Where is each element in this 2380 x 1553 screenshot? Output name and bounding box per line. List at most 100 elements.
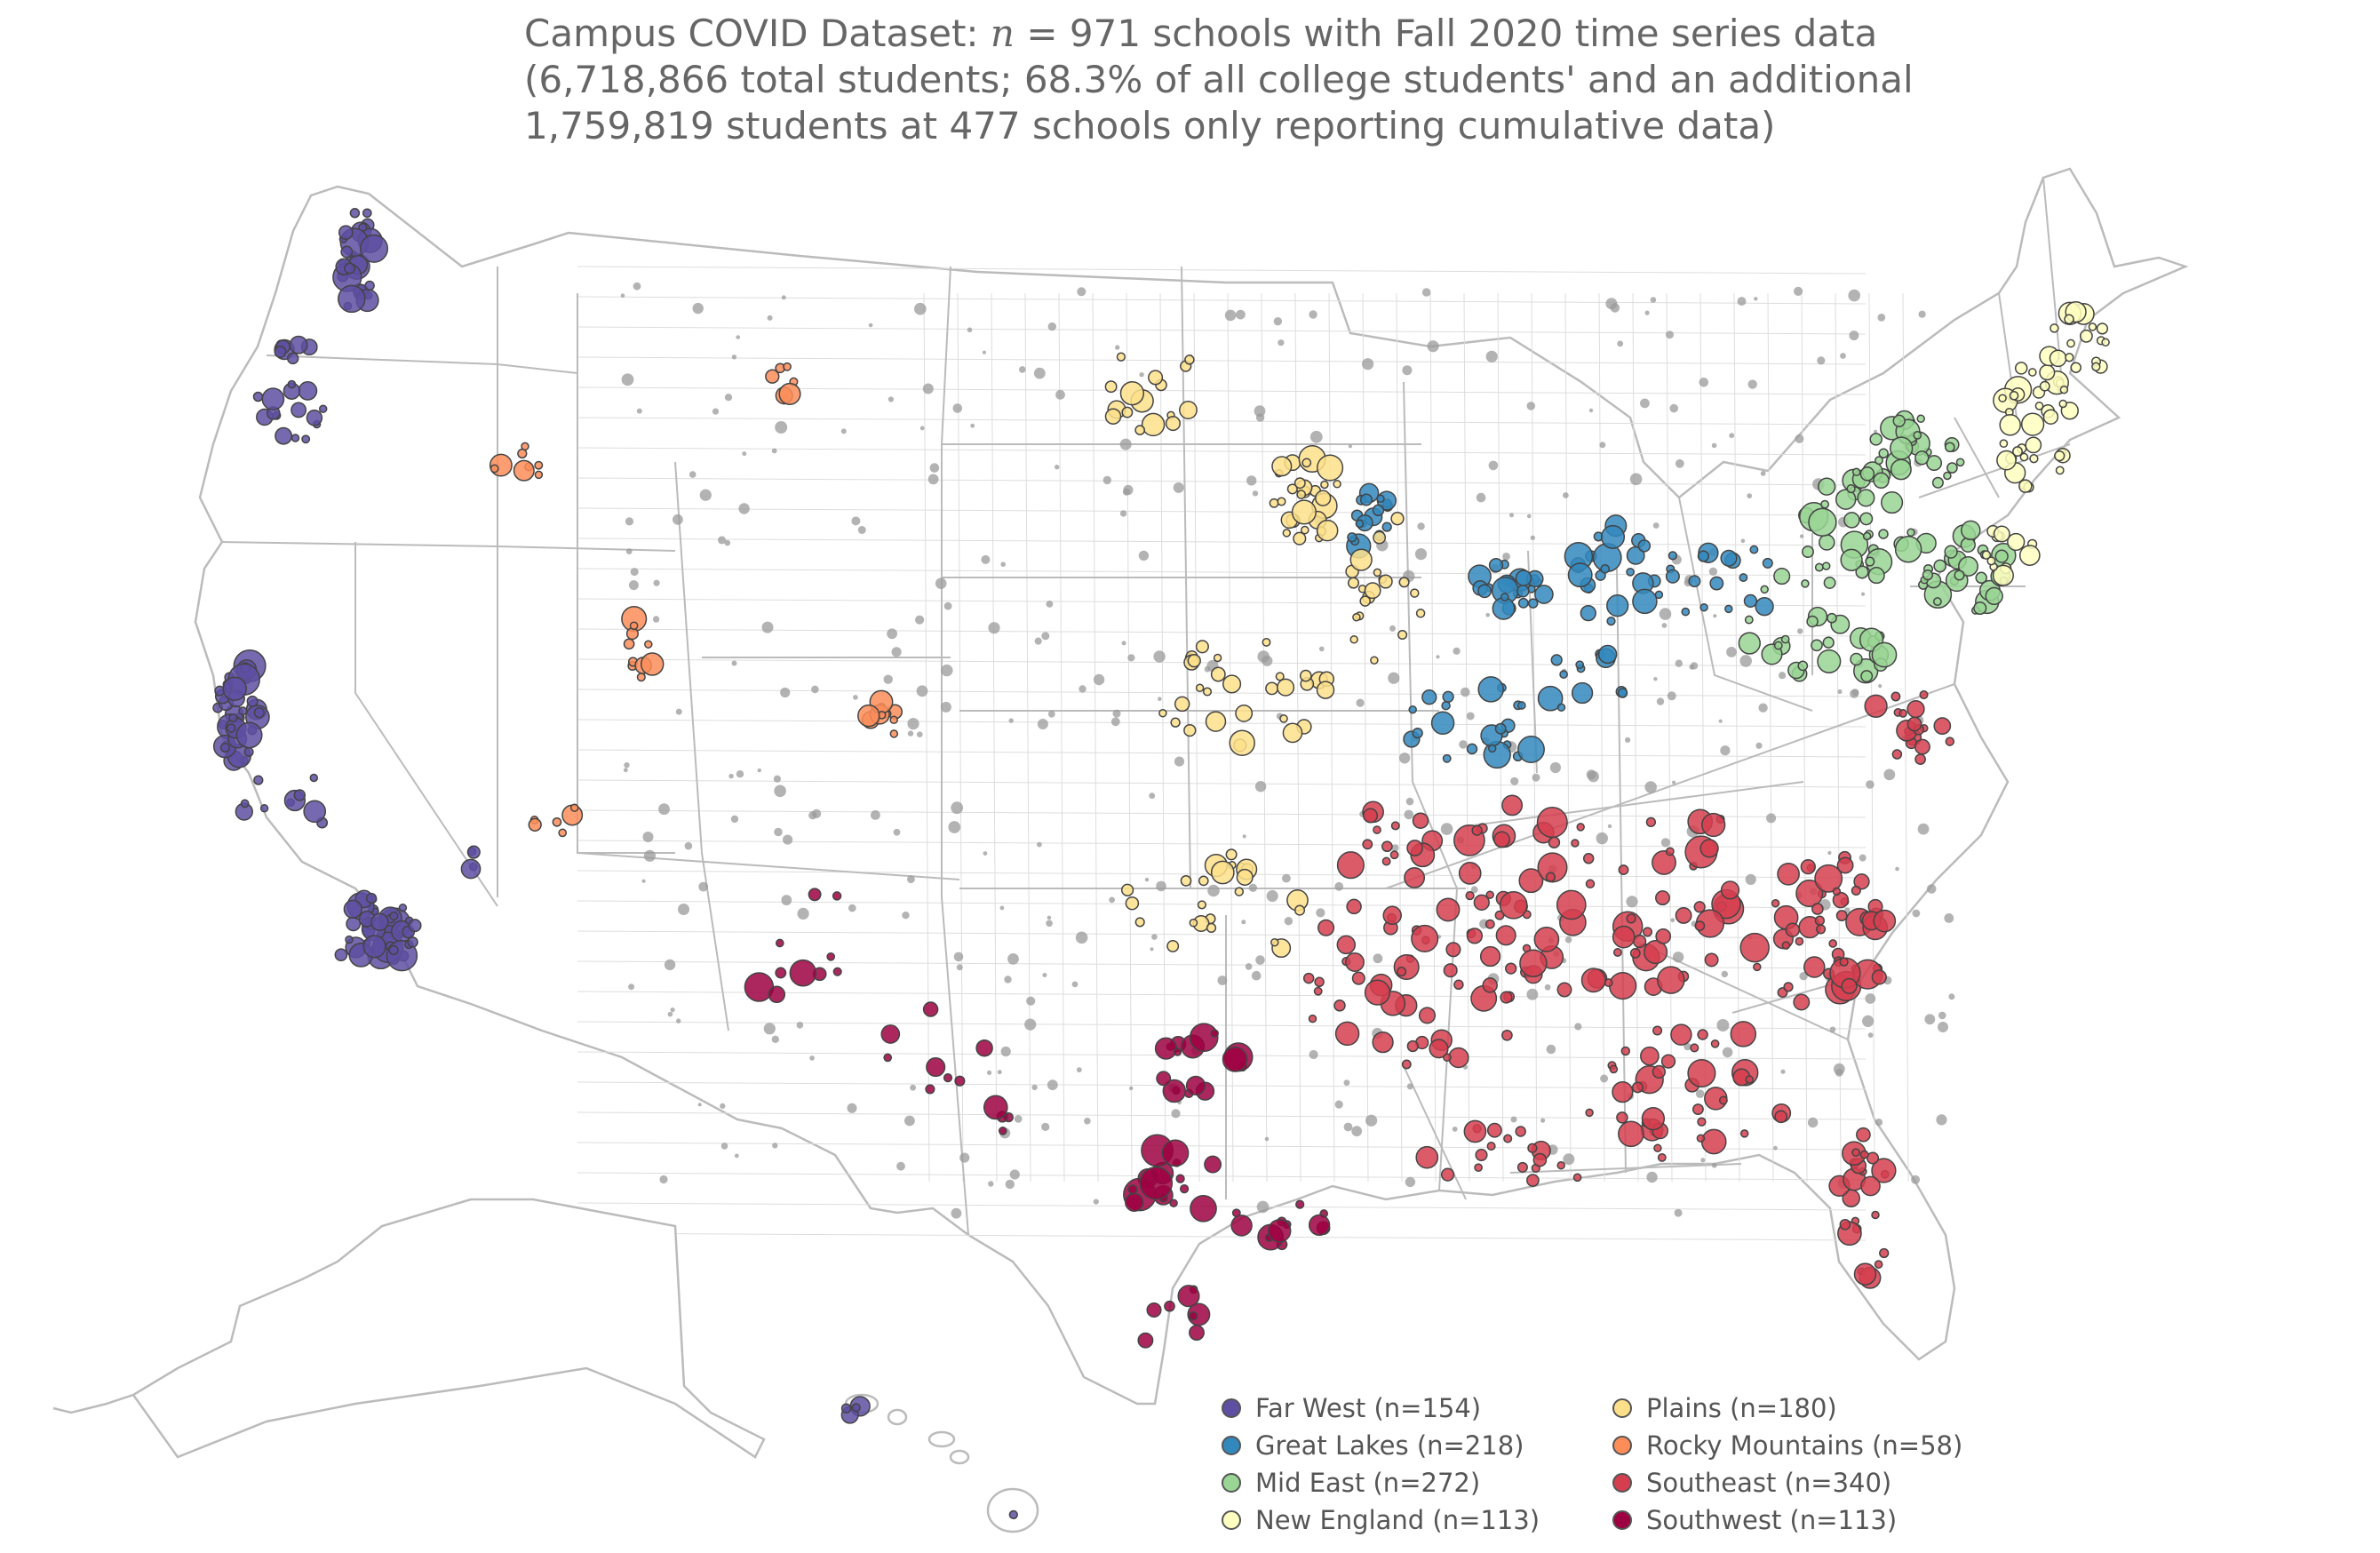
cumulative-only-dot — [673, 514, 683, 525]
school-dot — [1821, 561, 1831, 570]
school-dot — [1495, 925, 1516, 946]
cumulative-only-dot — [697, 1103, 702, 1107]
school-dot — [338, 284, 366, 314]
school-dot — [1855, 565, 1869, 579]
school-dot — [1410, 588, 1420, 598]
cumulative-only-dot — [1526, 988, 1539, 1000]
legend-label: Great Lakes (n=218) — [1255, 1430, 1524, 1461]
school-dot — [1820, 499, 1830, 509]
cumulative-only-dot — [718, 536, 726, 545]
school-dot — [1657, 1152, 1667, 1162]
cumulative-only-dot — [1033, 367, 1046, 379]
cumulative-only-dot — [1236, 309, 1246, 320]
cumulative-only-dot — [967, 327, 973, 333]
school-dot — [1629, 947, 1641, 959]
cumulative-only-dot — [731, 660, 737, 666]
cumulative-only-dot — [774, 784, 786, 798]
school-dot — [1482, 977, 1498, 993]
cumulative-only-dot — [1047, 322, 1057, 331]
school-dot — [1720, 880, 1740, 900]
school-dot — [1843, 512, 1860, 529]
cumulative-only-dot — [1000, 561, 1006, 567]
cumulative-only-dot — [1405, 1176, 1416, 1188]
cumulative-only-dot — [940, 701, 951, 713]
school-dot — [2050, 323, 2059, 333]
school-dot — [1572, 1173, 1582, 1183]
cumulative-only-dot — [670, 1007, 675, 1013]
cumulative-only-dot — [699, 489, 712, 501]
school-dot — [1773, 641, 1783, 650]
school-dot — [636, 673, 646, 682]
school-dot — [1864, 694, 1888, 718]
school-dot — [1453, 979, 1464, 991]
legend-swatch — [1612, 1436, 1632, 1455]
school-dot — [1681, 607, 1691, 617]
school-dot — [1600, 524, 1626, 549]
school-dot — [228, 713, 238, 723]
school-dot — [1293, 477, 1306, 490]
cumulative-only-dot — [689, 471, 696, 478]
cumulative-only-dot — [904, 1115, 915, 1127]
school-dot — [1999, 439, 2009, 449]
legend-label: Southwest (n=113) — [1646, 1505, 1898, 1535]
cumulative-only-dot — [1502, 553, 1510, 561]
state-border — [1678, 497, 1813, 712]
school-dot — [1823, 577, 1836, 589]
cumulative-only-dot — [1799, 972, 1808, 981]
legend-item: Great Lakes (n=218) — [1222, 1428, 1524, 1463]
cumulative-only-dot — [692, 302, 704, 315]
school-dot — [1652, 849, 1676, 875]
cumulative-only-dot — [1042, 973, 1047, 977]
school-dot — [789, 959, 817, 987]
school-dot — [623, 638, 635, 650]
school-dot — [1800, 858, 1816, 875]
school-dot — [1210, 666, 1226, 682]
school-dot — [1532, 1152, 1548, 1167]
school-dot — [2039, 364, 2056, 381]
cumulative-only-dot — [1944, 913, 1954, 923]
cumulative-only-dot — [1795, 434, 1804, 443]
school-dot — [1992, 564, 2014, 586]
school-dot — [362, 935, 386, 959]
school-dot — [1308, 1014, 1317, 1023]
school-dot — [558, 828, 568, 838]
cumulative-only-dot — [1652, 522, 1660, 529]
school-dot — [1835, 489, 1857, 510]
cumulative-only-dot — [997, 1070, 1002, 1075]
county-line — [577, 266, 1867, 275]
school-dot — [1355, 519, 1365, 529]
school-dot — [1739, 932, 1770, 963]
cumulative-only-dot — [1093, 673, 1105, 686]
cumulative-only-dot — [1255, 955, 1265, 965]
school-dot — [1534, 585, 1554, 604]
cumulative-only-dot — [1343, 1122, 1353, 1132]
cumulative-only-dot — [641, 879, 646, 883]
cumulative-only-dot — [1127, 654, 1135, 662]
school-dot — [1134, 425, 1146, 435]
cumulative-only-dot — [1667, 691, 1676, 701]
school-dot — [1187, 654, 1201, 668]
school-dot — [1890, 436, 1914, 460]
cumulative-only-dot — [1075, 931, 1088, 944]
no-timeseries-dots — [620, 282, 1955, 1219]
legend-swatch — [1612, 1398, 1632, 1418]
school-dot — [851, 1403, 861, 1413]
cumulative-only-dot — [1807, 1117, 1819, 1128]
school-dot — [2025, 436, 2042, 454]
school-dot — [1389, 850, 1399, 860]
school-dot — [808, 888, 822, 902]
school-dot — [1933, 559, 1947, 573]
school-dot — [1626, 913, 1636, 924]
cumulative-only-dot — [1334, 1100, 1343, 1109]
school-dot — [1526, 1174, 1540, 1187]
cumulative-only-dot — [797, 907, 809, 920]
school-dot — [1156, 1071, 1172, 1087]
school-dot — [1743, 593, 1758, 609]
school-dot — [1301, 458, 1312, 468]
map-title: Campus COVID Dataset: n = 971 schools wi… — [524, 11, 2301, 149]
school-dot — [1644, 940, 1668, 965]
school-dot — [253, 706, 265, 719]
school-dot — [1567, 562, 1593, 588]
cumulative-only-dot — [1024, 1018, 1037, 1031]
cumulative-only-dot — [1278, 339, 1285, 346]
